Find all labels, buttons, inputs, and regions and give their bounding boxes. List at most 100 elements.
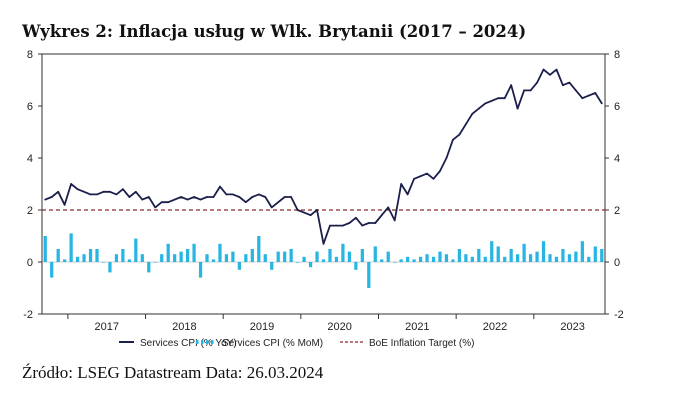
legend-item-yoy: Services CPI (% YoY) bbox=[119, 338, 237, 349]
yoy-point bbox=[128, 196, 131, 198]
x-tick-label: 2018 bbox=[172, 321, 196, 333]
mom-bar bbox=[140, 254, 144, 262]
yoy-point bbox=[490, 99, 493, 102]
mom-bar bbox=[179, 251, 183, 262]
mom-bar bbox=[250, 249, 254, 262]
mom-bar bbox=[114, 254, 119, 262]
mom-bar bbox=[574, 251, 578, 262]
yoy-point bbox=[141, 198, 144, 201]
yoy-point bbox=[154, 206, 157, 209]
mom-bar bbox=[600, 249, 604, 262]
mom-bar bbox=[173, 254, 177, 262]
mom-bar bbox=[185, 249, 190, 262]
mom-bar bbox=[341, 243, 345, 262]
yoy-point bbox=[374, 222, 377, 224]
mom-bar bbox=[425, 254, 429, 262]
x-tick-label: 2021 bbox=[405, 321, 429, 333]
mom-bar bbox=[50, 262, 54, 278]
mom-bar bbox=[276, 251, 280, 262]
y-tick-label-right: 2 bbox=[614, 205, 620, 217]
mom-bar bbox=[522, 243, 526, 262]
yoy-point bbox=[186, 198, 189, 201]
mom-bar bbox=[108, 262, 112, 273]
yoy-point bbox=[419, 175, 422, 178]
yoy-point bbox=[63, 203, 66, 206]
mom-bar bbox=[257, 236, 261, 262]
yoy-point bbox=[115, 193, 118, 196]
y-tick-label-left: 8 bbox=[27, 49, 33, 61]
mom-bar bbox=[69, 233, 73, 262]
yoy-point bbox=[477, 107, 480, 110]
yoy-point bbox=[316, 209, 318, 211]
yoy-point bbox=[354, 216, 357, 219]
mom-bar bbox=[477, 249, 481, 262]
y-tick-label-right: -2 bbox=[614, 309, 624, 321]
yoy-point bbox=[232, 193, 234, 196]
x-tick-label: 2019 bbox=[250, 321, 274, 333]
mom-bar bbox=[289, 249, 293, 262]
mom-bar bbox=[270, 262, 274, 270]
mom-bar bbox=[237, 262, 241, 270]
yoy-point bbox=[83, 190, 85, 193]
yoy-point bbox=[335, 224, 338, 227]
mom-bar bbox=[380, 259, 384, 262]
yoy-point bbox=[257, 193, 260, 196]
yoy-point bbox=[225, 193, 228, 196]
yoy-point bbox=[555, 68, 558, 71]
mom-bar bbox=[321, 259, 326, 262]
yoy-point bbox=[523, 89, 526, 92]
yoy-point bbox=[57, 190, 60, 193]
yoy-point bbox=[529, 89, 532, 92]
yoy-point bbox=[89, 193, 92, 196]
yoy-point bbox=[413, 177, 415, 180]
yoy-point bbox=[587, 94, 590, 97]
yoy-point bbox=[400, 183, 403, 185]
mom-bar bbox=[88, 249, 93, 262]
yoy-point bbox=[50, 196, 53, 198]
source-note: Źródło: LSEG Datastream Data: 26.03.2024 bbox=[22, 363, 324, 382]
yoy-point bbox=[510, 84, 513, 87]
yoy-point bbox=[516, 107, 519, 110]
yoy-line bbox=[44, 68, 603, 245]
yoy-point bbox=[542, 68, 545, 71]
yoy-point bbox=[76, 188, 79, 191]
mom-bar bbox=[101, 262, 106, 263]
mom-bar bbox=[548, 254, 552, 262]
yoy-point bbox=[600, 102, 603, 105]
x-tick-label: 2023 bbox=[560, 321, 584, 333]
yoy-point bbox=[296, 209, 299, 211]
mom-bar bbox=[63, 259, 67, 262]
mom-bar bbox=[490, 241, 494, 262]
mom-bar bbox=[82, 254, 86, 262]
yoy-point bbox=[380, 214, 383, 217]
mom-bar bbox=[567, 254, 572, 262]
mom-bar bbox=[218, 243, 222, 262]
mom-bar bbox=[134, 238, 138, 262]
yoy-point bbox=[393, 219, 396, 222]
mom-bar bbox=[198, 262, 203, 278]
yoy-point bbox=[445, 157, 448, 159]
yoy-point bbox=[219, 185, 221, 188]
y-tick-label-right: 4 bbox=[614, 153, 620, 165]
mom-bar bbox=[153, 262, 157, 263]
mom-bar bbox=[95, 249, 99, 262]
mom-bar bbox=[147, 262, 151, 273]
mom-bar bbox=[347, 251, 352, 262]
mom-bar bbox=[418, 256, 423, 262]
yoy-point bbox=[329, 224, 331, 227]
mom-bar bbox=[444, 254, 449, 262]
yoy-point bbox=[503, 97, 506, 100]
mom-bar bbox=[431, 256, 436, 262]
mom-bar bbox=[127, 259, 131, 262]
yoy-point bbox=[160, 201, 163, 204]
mom-bar bbox=[393, 262, 397, 263]
mom-bar bbox=[224, 254, 229, 262]
mom-bar bbox=[451, 259, 455, 262]
mom-bar bbox=[302, 256, 306, 262]
yoy-point bbox=[574, 89, 577, 92]
yoy-point bbox=[471, 112, 474, 115]
mom-bar bbox=[593, 246, 597, 262]
mom-bar bbox=[360, 249, 364, 262]
yoy-point bbox=[497, 97, 500, 100]
